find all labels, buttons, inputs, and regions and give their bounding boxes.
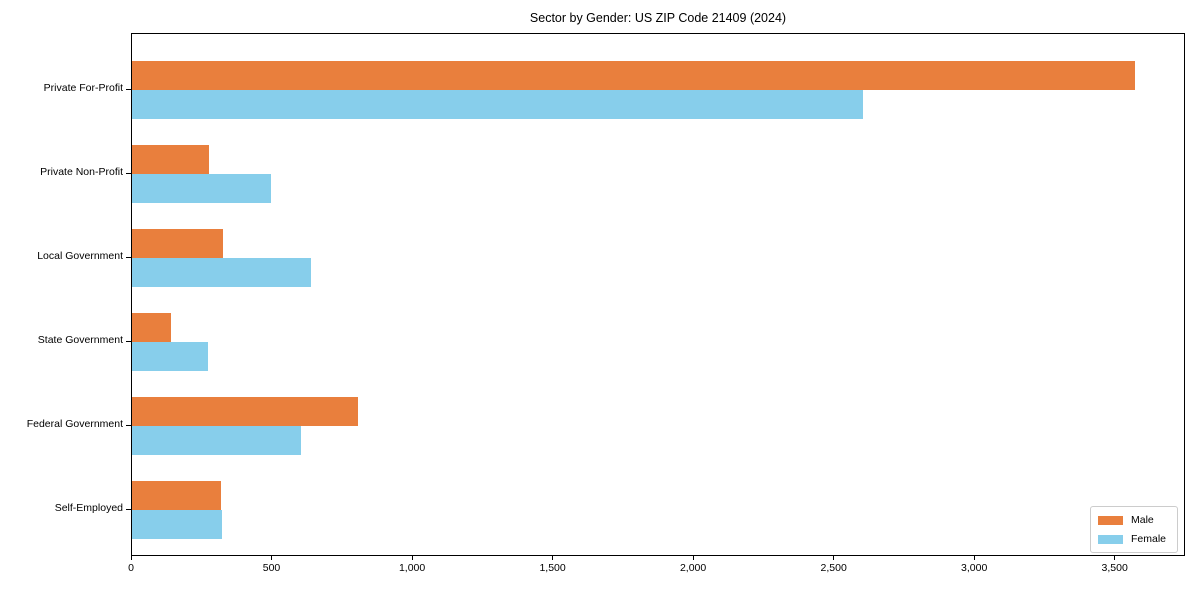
y-tick-mark: [126, 425, 131, 426]
bar-male-local-government: [132, 229, 224, 258]
bar-female-state-government: [132, 342, 208, 371]
x-tick-mark: [1114, 556, 1116, 560]
bar-male-state-government: [132, 313, 172, 342]
bar-female-private-non-profit: [132, 174, 272, 203]
y-tick-label-federal-government: Federal Government: [26, 418, 123, 430]
legend-item-female: Female: [1098, 532, 1169, 547]
x-tick-label-3000: 3,000: [961, 562, 988, 574]
chart-title: Sector by Gender: US ZIP Code 21409 (202…: [529, 11, 787, 25]
x-tick-mark: [271, 556, 272, 560]
legend-label-female: Female: [1131, 533, 1167, 545]
plot-area: [131, 33, 1185, 556]
x-tick-label-3500: 3,500: [1101, 562, 1128, 574]
bar-female-private-for-profit: [132, 90, 863, 119]
legend-swatch-male: [1098, 516, 1123, 525]
x-tick-label-1500: 1,500: [539, 562, 566, 574]
y-tick-mark: [126, 89, 131, 90]
bar-female-local-government: [132, 258, 311, 287]
y-tick-label-local-government: Local Government: [37, 250, 123, 262]
x-tick-label-1000: 1,000: [398, 562, 426, 574]
y-tick-mark: [126, 173, 131, 174]
x-tick-mark: [411, 556, 413, 560]
y-tick-mark: [126, 341, 131, 342]
x-tick-label-2000: 2,000: [679, 562, 707, 574]
x-tick-mark: [973, 556, 975, 560]
y-tick-label-state-government: State Government: [37, 334, 123, 346]
y-tick-label-private-non-profit: Private Non-Profit: [40, 166, 123, 178]
bar-male-self-employed: [132, 481, 221, 510]
y-tick-label-self-employed: Self-Employed: [54, 502, 123, 514]
legend-label-male: Male: [1131, 514, 1154, 526]
bar-male-private-for-profit: [132, 61, 1136, 90]
legend-swatch-female: [1098, 535, 1123, 544]
x-tick-mark: [552, 556, 554, 560]
y-tick-mark: [126, 257, 131, 258]
legend: Male Female: [1090, 506, 1178, 553]
x-tick-label-2500: 2,500: [820, 562, 847, 574]
y-tick-label-private-for-profit: Private For-Profit: [43, 82, 123, 94]
x-tick-mark: [130, 556, 132, 560]
x-tick-label-0: 0: [128, 562, 134, 574]
x-tick-mark: [692, 556, 694, 560]
legend-item-male: Male: [1098, 513, 1169, 528]
x-tick-label-500: 500: [262, 562, 281, 574]
bar-male-private-non-profit: [132, 145, 210, 174]
x-tick-mark: [833, 556, 835, 560]
bar-female-self-employed: [132, 510, 222, 539]
bar-female-federal-government: [132, 426, 301, 455]
y-tick-mark: [126, 509, 131, 510]
bar-male-federal-government: [132, 397, 359, 426]
